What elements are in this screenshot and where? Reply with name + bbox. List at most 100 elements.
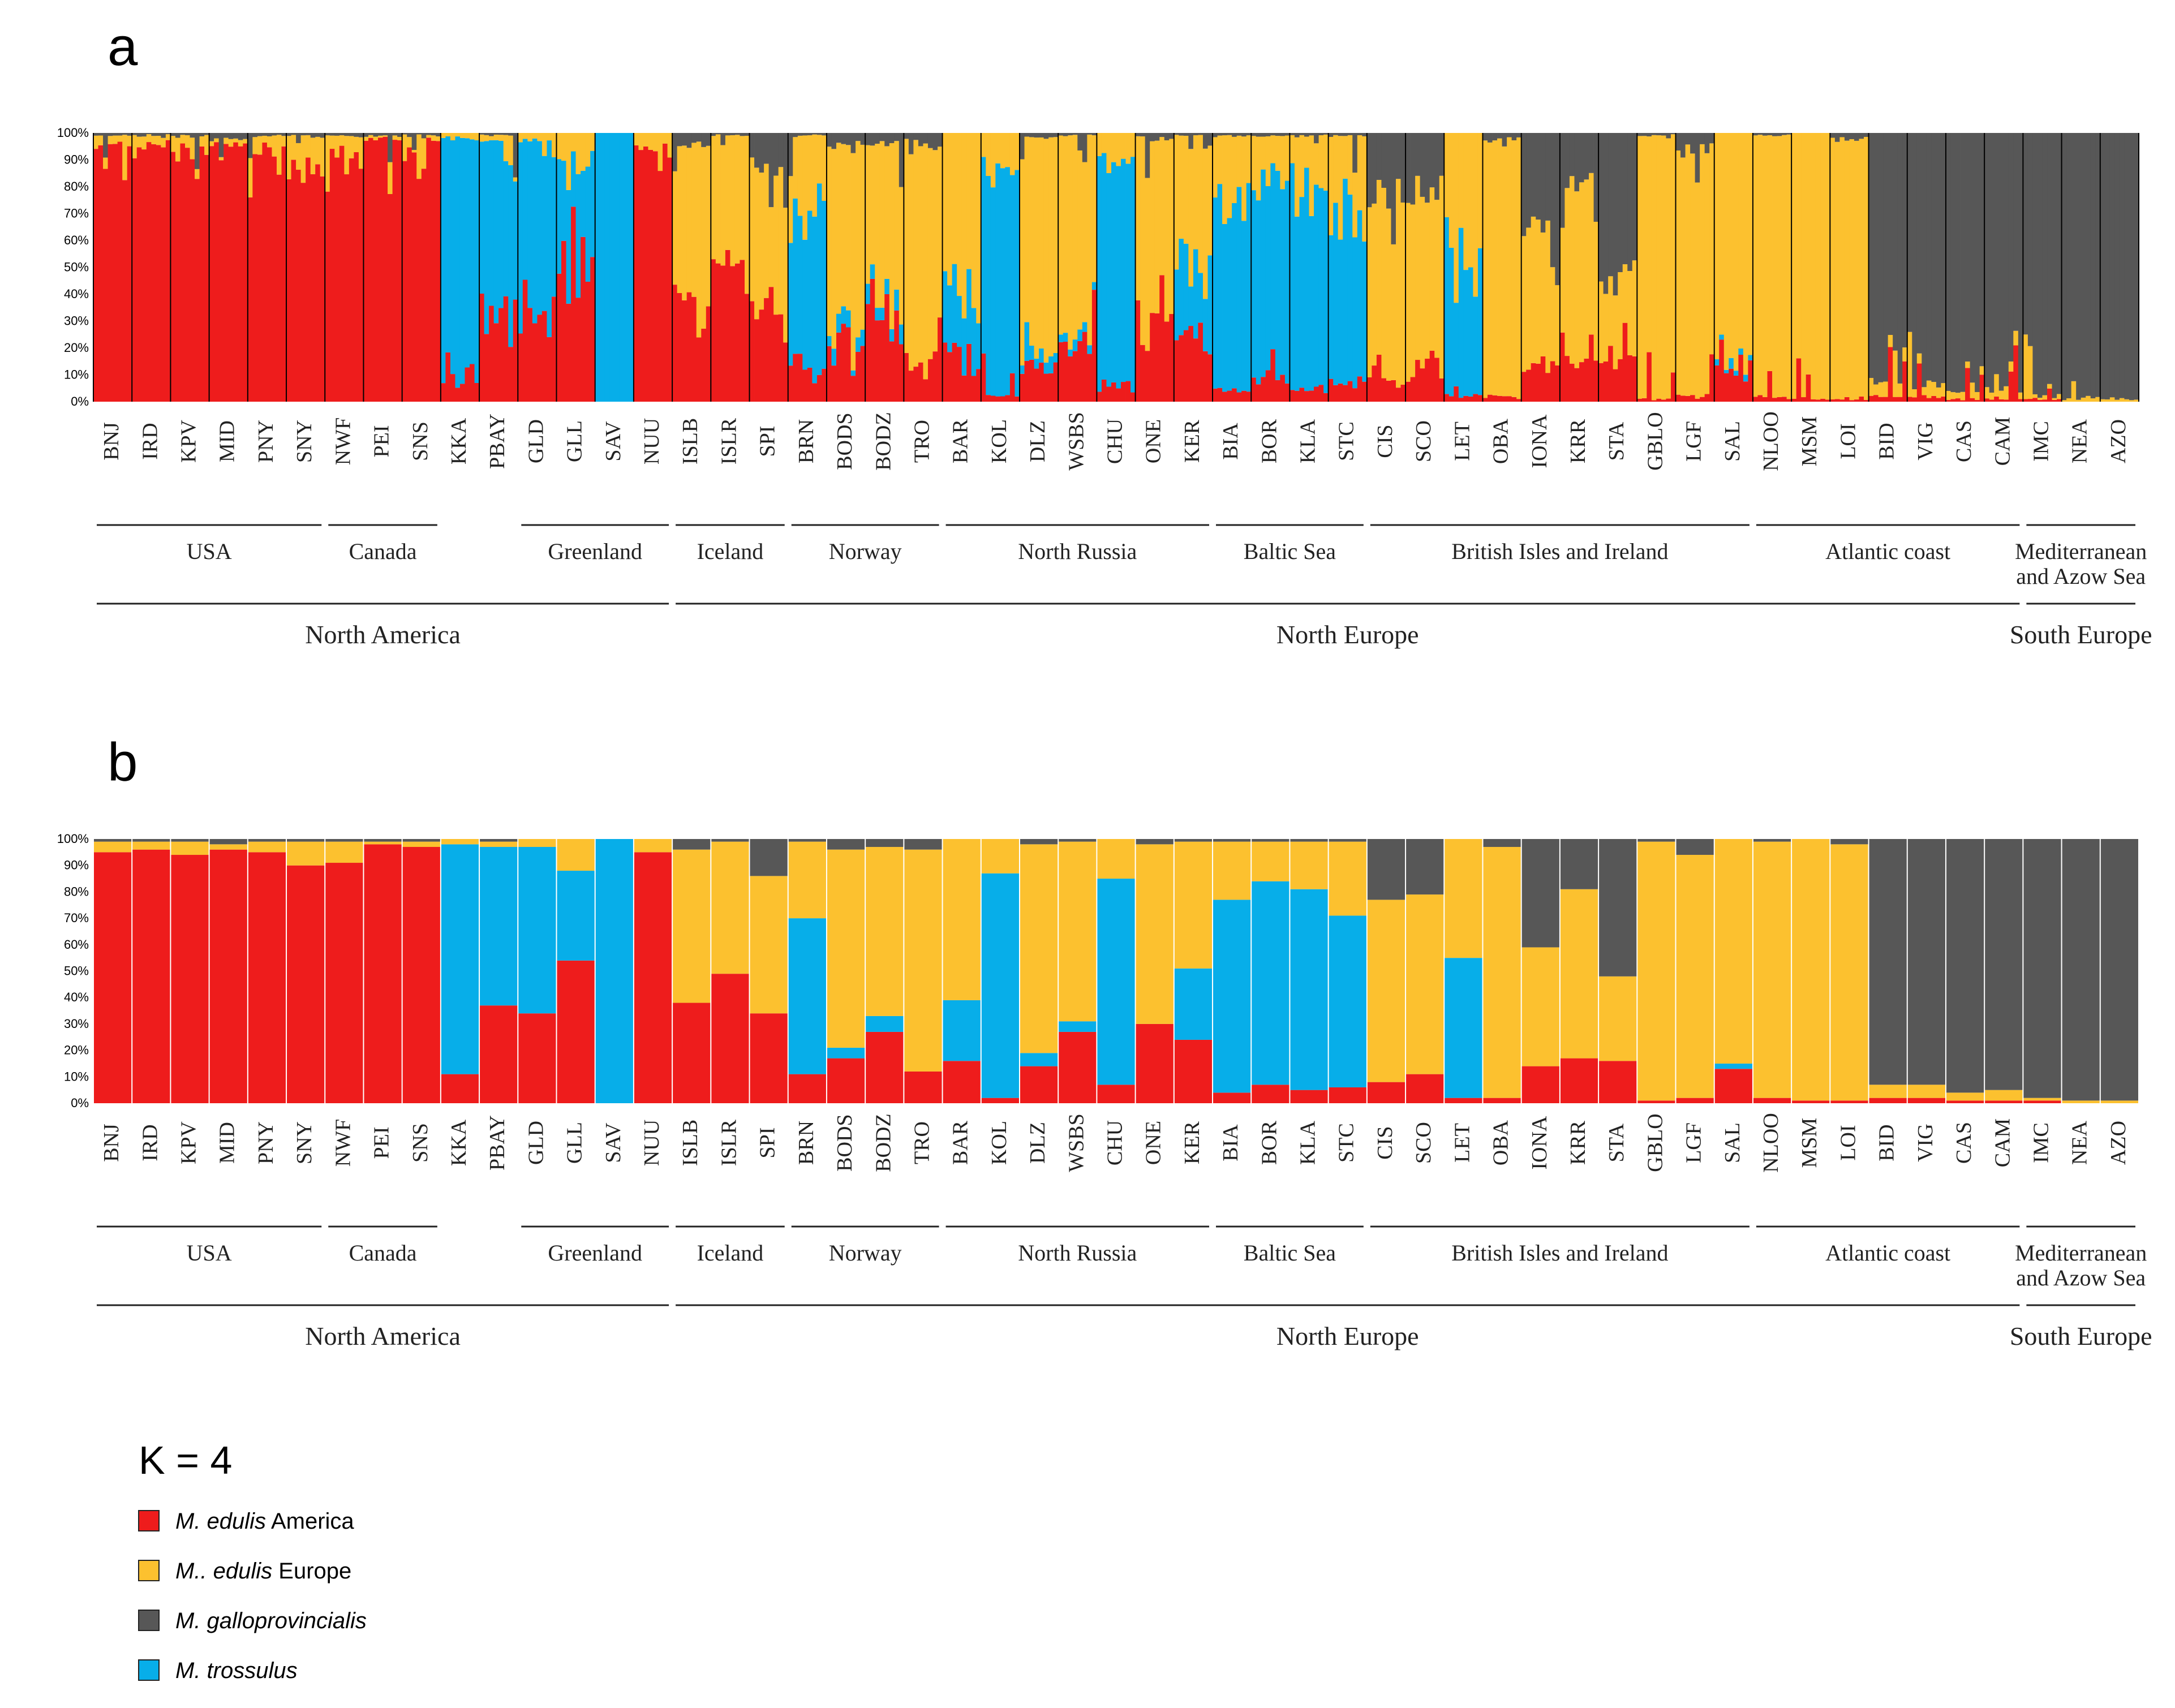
individual-segment <box>1965 368 1970 402</box>
individual-segment <box>1690 395 1696 402</box>
individual-segment <box>831 365 837 402</box>
individual-segment <box>923 379 929 402</box>
individual-segment <box>416 134 422 179</box>
individual-segment <box>508 165 514 347</box>
individual-segment <box>195 179 200 402</box>
bar-segment-imc-eu <box>2023 1098 2062 1101</box>
individual-segment <box>1516 133 1522 137</box>
individual-segment <box>696 337 702 402</box>
individual-segment <box>233 133 239 139</box>
individual-segment <box>392 140 398 402</box>
population-label-sny: SNY <box>293 420 316 463</box>
bar-segment-oba-ga <box>1482 839 1521 847</box>
individual-segment <box>836 143 841 314</box>
individual-segment <box>1613 133 1618 296</box>
individual-segment <box>1497 395 1502 402</box>
individual-segment <box>266 136 272 148</box>
individual-segment <box>571 151 576 207</box>
population-label-cam: CAM <box>1991 1118 2014 1168</box>
individual-segment <box>1526 227 1532 370</box>
individual-segment <box>2057 399 2062 402</box>
individual-segment <box>402 161 407 402</box>
legend-label-galloprovincialis: M. galloprovincialis <box>175 1608 367 1633</box>
individual-segment <box>1569 363 1575 402</box>
individual-segment <box>1174 133 1179 135</box>
individual-segment <box>1791 133 1797 399</box>
individual-segment <box>1569 133 1575 177</box>
individual-segment <box>2032 133 2038 394</box>
individual-segment <box>1256 384 1261 402</box>
individual-segment <box>566 303 571 402</box>
individual-segment <box>1256 133 1261 137</box>
individual-segment <box>1410 377 1416 402</box>
individual-segment <box>262 135 268 143</box>
individual-segment <box>1690 133 1696 154</box>
individual-segment <box>1304 391 1309 402</box>
individual-segment <box>797 133 803 136</box>
bar-segment-brn-tr <box>788 918 827 1074</box>
individual-segment <box>1005 167 1011 395</box>
individual-segment <box>1140 345 1146 402</box>
individual-segment <box>300 183 306 402</box>
individual-segment <box>1024 360 1030 402</box>
individual-segment <box>1391 380 1396 402</box>
individual-segment <box>730 135 736 266</box>
individual-segment <box>865 145 871 284</box>
individual-segment <box>1912 389 1918 398</box>
individual-segment <box>1444 394 1450 402</box>
individual-segment <box>1323 190 1329 393</box>
individual-segment <box>98 133 104 136</box>
individual-segment <box>1039 348 1044 363</box>
bar-segment-ker-am <box>1174 1039 1213 1103</box>
individual-segment <box>1772 136 1777 398</box>
individual-segment <box>889 329 895 342</box>
bar-segment-stc-eu <box>1328 841 1367 916</box>
individual-segment <box>1121 158 1126 382</box>
population-label-nloo: NLOO <box>1759 1113 1783 1173</box>
population-label-islr: ISLR <box>717 418 741 464</box>
individual-segment <box>551 157 557 297</box>
individual-segment <box>1420 368 1425 402</box>
individual-segment <box>257 136 263 155</box>
population-label-cis: CIS <box>1373 1126 1397 1159</box>
individual-segment <box>1309 216 1314 391</box>
bar-segment-bodz-ga <box>865 839 904 847</box>
individual-segment <box>1097 391 1102 402</box>
individual-segment <box>479 133 485 135</box>
bar-segment-kla-am <box>1289 1090 1329 1103</box>
population-label-imc: IMC <box>2029 1122 2053 1163</box>
individual-segment <box>966 133 972 269</box>
bar-segment-bor-tr <box>1251 881 1290 1085</box>
individual-segment <box>1198 135 1203 273</box>
individual-segment <box>1685 144 1691 396</box>
individual-segment <box>541 156 547 311</box>
individual-segment <box>329 149 335 402</box>
region-label: North Russia <box>1018 539 1137 564</box>
individual-segment <box>1762 397 1768 402</box>
individual-segment <box>272 156 277 402</box>
individual-segment <box>1598 363 1604 402</box>
individual-segment <box>1777 397 1782 402</box>
individual-segment <box>1979 133 1985 367</box>
individual-segment <box>1135 133 1141 136</box>
individual-segment <box>175 133 180 138</box>
individual-segment <box>1675 133 1681 150</box>
individual-segment <box>1709 143 1715 355</box>
individual-segment <box>1188 133 1194 149</box>
region-label: and Azow Sea <box>2016 1265 2146 1290</box>
individual-segment <box>1767 135 1773 371</box>
individual-segment <box>1425 133 1430 203</box>
individual-segment <box>1820 398 1826 402</box>
bar-segment-msm-am <box>1791 1100 1830 1103</box>
individual-segment <box>2004 133 2009 386</box>
population-label-sal: SAL <box>1721 421 1744 462</box>
bar-segment-sta-ga <box>1598 839 1637 976</box>
individual-segment <box>1097 133 1102 156</box>
individual-segment <box>479 294 485 402</box>
individual-segment <box>793 133 798 137</box>
individual-segment <box>1174 135 1179 270</box>
individual-segment <box>493 134 499 140</box>
bar-segment-bods-am <box>826 1058 866 1103</box>
individual-segment <box>2018 392 2023 399</box>
bar-segment-gblo-ga <box>1637 839 1676 842</box>
